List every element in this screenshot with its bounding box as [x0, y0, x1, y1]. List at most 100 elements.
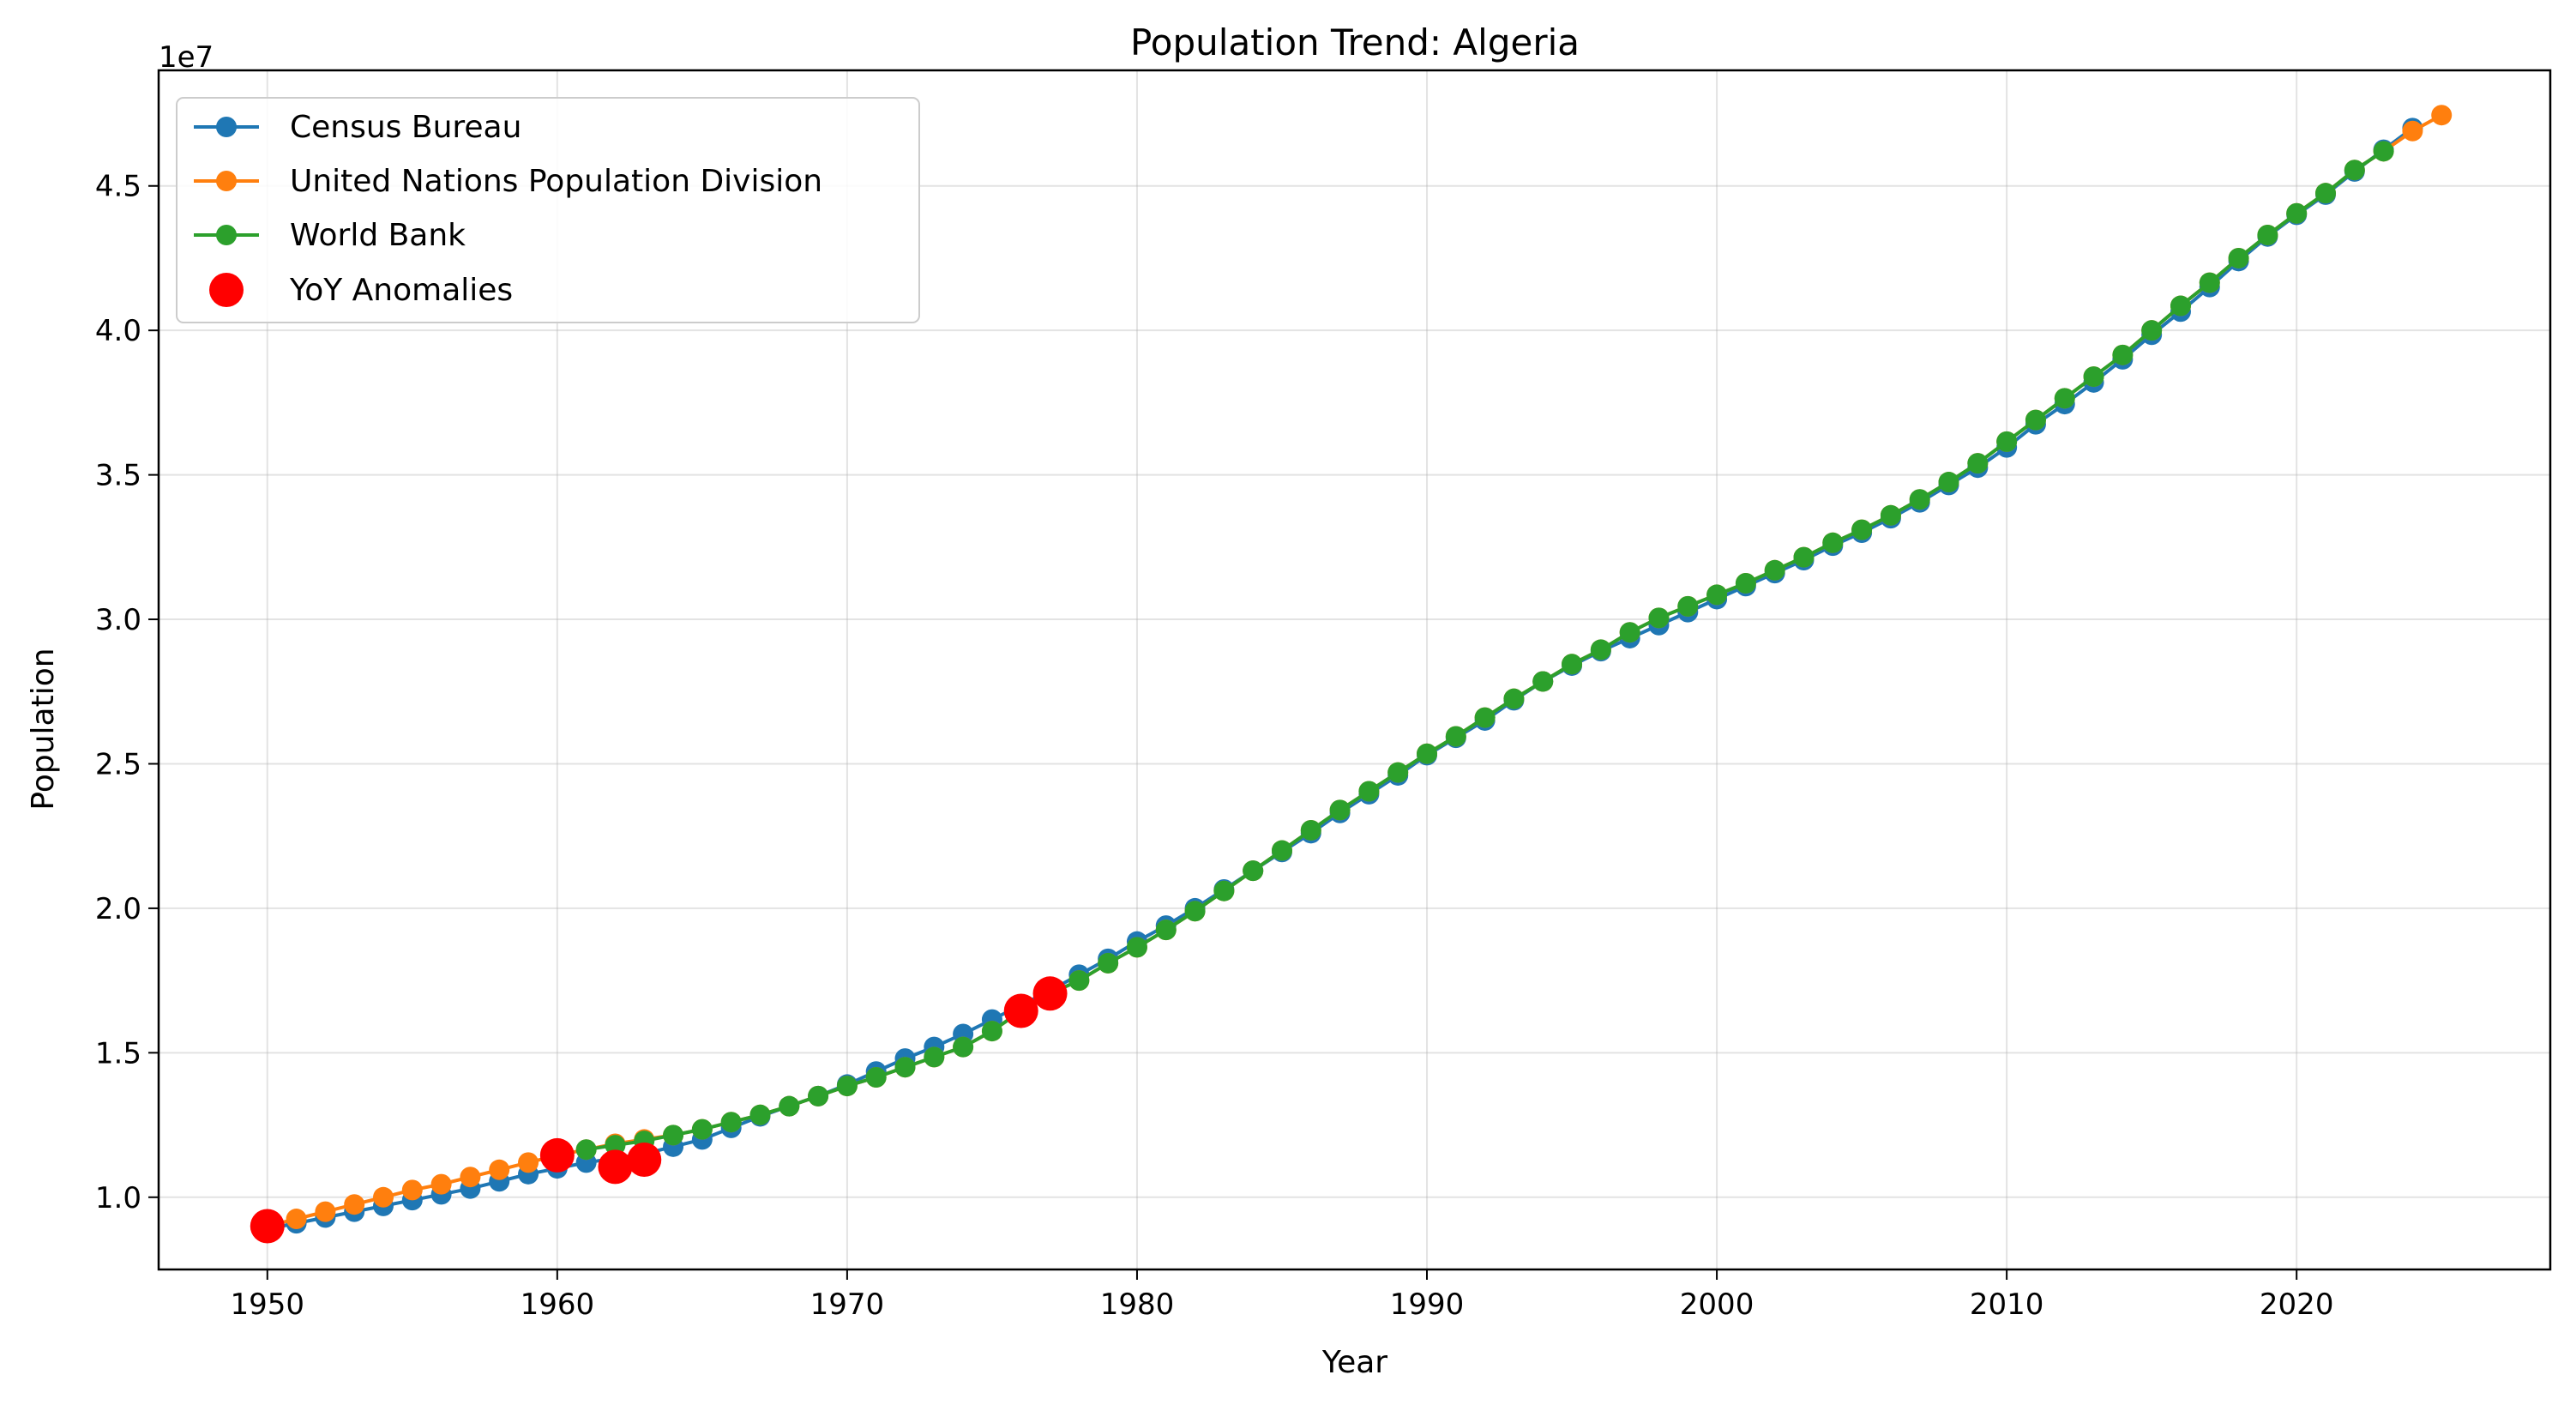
data-point-world-bank: [663, 1125, 684, 1146]
anomaly-point: [627, 1142, 662, 1177]
legend-marker-world-bank: [216, 225, 237, 245]
data-point-world-bank: [1967, 453, 1989, 474]
data-point-world-bank: [1532, 671, 1554, 692]
x-tick-label: 1980: [1100, 1287, 1175, 1322]
plot-frame: [157, 69, 2552, 1271]
data-point-world-bank: [2054, 388, 2075, 409]
data-point-world-bank: [1213, 880, 1235, 901]
data-point-world-bank: [1735, 572, 1756, 594]
data-point-un-population-division: [315, 1201, 336, 1222]
anomaly-point: [1032, 976, 1068, 1011]
legend-marker-un-population-division: [216, 171, 237, 191]
anomaly-point: [539, 1137, 575, 1173]
data-point-un-population-division: [2402, 120, 2423, 142]
data-point-world-bank: [865, 1066, 887, 1088]
data-point-world-bank: [2199, 272, 2220, 293]
data-point-world-bank: [1648, 607, 1670, 629]
data-point-world-bank: [1562, 654, 1583, 675]
data-point-world-bank: [1851, 519, 1873, 540]
legend-marker-yoy-anomalies: [209, 273, 244, 307]
data-point-un-population-division: [2431, 105, 2453, 126]
data-point-world-bank: [1098, 952, 1119, 974]
legend-entry-yoy-anomalies: YoY Anomalies: [209, 273, 513, 308]
legend-label-census-bureau: Census Bureau: [290, 110, 521, 145]
data-point-world-bank: [1445, 726, 1466, 747]
legend-entry-world-bank: World Bank: [194, 218, 466, 253]
data-point-world-bank: [1126, 937, 1147, 958]
data-point-world-bank: [720, 1112, 742, 1133]
x-axis-ticks: 1950 1960 1970 1980 1990 2000 2010 2020: [231, 1269, 2334, 1322]
data-point-world-bank: [1909, 489, 1930, 510]
data-point-world-bank: [1590, 639, 1611, 660]
x-tick-label: 1990: [1390, 1287, 1465, 1322]
data-point-world-bank: [1503, 688, 1525, 709]
y-axis-label: Population: [26, 648, 61, 810]
y-tick-label: 1.0: [95, 1181, 141, 1215]
series-world-bank: [575, 141, 2394, 1161]
data-point-world-bank: [575, 1139, 597, 1161]
y-axis-ticks: 1.0 1.5 2.0 2.5 3.0 3.5 4.0 4.5: [95, 170, 159, 1215]
data-point-world-bank: [1417, 743, 1438, 764]
data-point-world-bank: [2257, 225, 2278, 246]
data-point-world-bank: [691, 1119, 713, 1140]
x-tick-label: 2020: [2260, 1287, 2334, 1322]
data-point-un-population-division: [460, 1167, 481, 1188]
data-point-world-bank: [1938, 472, 1959, 493]
data-point-world-bank: [1243, 860, 1264, 882]
y-tick-label: 1.5: [95, 1036, 141, 1070]
data-point-world-bank: [2315, 183, 2337, 204]
legend-label-world-bank: World Bank: [290, 218, 466, 253]
data-point-world-bank: [2170, 295, 2191, 317]
data-point-world-bank: [605, 1135, 626, 1156]
data-point-world-bank: [2025, 409, 2046, 431]
data-point-un-population-division: [401, 1179, 423, 1201]
x-tick-label: 2000: [1680, 1287, 1754, 1322]
data-point-world-bank: [2112, 344, 2134, 365]
data-point-world-bank: [1300, 819, 1321, 841]
y-tick-label: 2.0: [95, 892, 141, 926]
data-point-world-bank: [1706, 584, 1728, 606]
anomaly-markers: [250, 976, 1068, 1244]
legend-entry-census-bureau: Census Bureau: [194, 110, 521, 145]
data-point-world-bank: [1271, 840, 1292, 861]
legend-entry-un-population-division: United Nations Population Division: [194, 164, 822, 199]
anomaly-point: [250, 1209, 285, 1244]
x-tick-label: 2010: [1970, 1287, 2044, 1322]
data-point-world-bank: [2083, 366, 2104, 388]
y-tick-label: 3.0: [95, 603, 141, 637]
data-point-world-bank: [1764, 559, 1785, 581]
data-point-world-bank: [1619, 622, 1640, 643]
data-point-world-bank: [924, 1046, 945, 1068]
data-point-world-bank: [779, 1095, 800, 1117]
y-offset-label: 1e7: [159, 40, 214, 75]
x-tick-label: 1970: [810, 1287, 885, 1322]
data-point-world-bank: [953, 1036, 974, 1058]
data-point-un-population-division: [372, 1186, 394, 1208]
legend-label-un-population-division: United Nations Population Division: [290, 164, 822, 199]
data-point-world-bank: [836, 1076, 858, 1097]
y-tick-label: 2.5: [95, 747, 141, 781]
legend: Census Bureau United Nations Population …: [176, 97, 920, 323]
data-point-world-bank: [1880, 504, 1901, 526]
data-point-world-bank: [1996, 431, 2018, 452]
y-tick-label: 4.0: [95, 314, 141, 348]
x-tick-label: 1960: [521, 1287, 595, 1322]
y-tick-label: 3.5: [95, 459, 141, 493]
data-point-world-bank: [1822, 532, 1844, 553]
y-tick-label: 4.5: [95, 170, 141, 204]
data-point-world-bank: [2344, 160, 2365, 181]
data-point-world-bank: [1184, 901, 1206, 922]
anomaly-point: [598, 1149, 633, 1185]
data-point-world-bank: [2286, 202, 2308, 224]
legend-box: [176, 97, 920, 323]
data-point-un-population-division: [489, 1159, 510, 1180]
data-point-world-bank: [808, 1085, 829, 1107]
data-point-world-bank: [1474, 707, 1496, 728]
data-point-world-bank: [2141, 320, 2163, 341]
data-point-world-bank: [1329, 799, 1351, 821]
data-point-world-bank: [1155, 920, 1177, 941]
data-point-world-bank: [1387, 762, 1409, 783]
legend-label-yoy-anomalies: YoY Anomalies: [289, 273, 513, 308]
data-series: [256, 105, 2453, 1239]
